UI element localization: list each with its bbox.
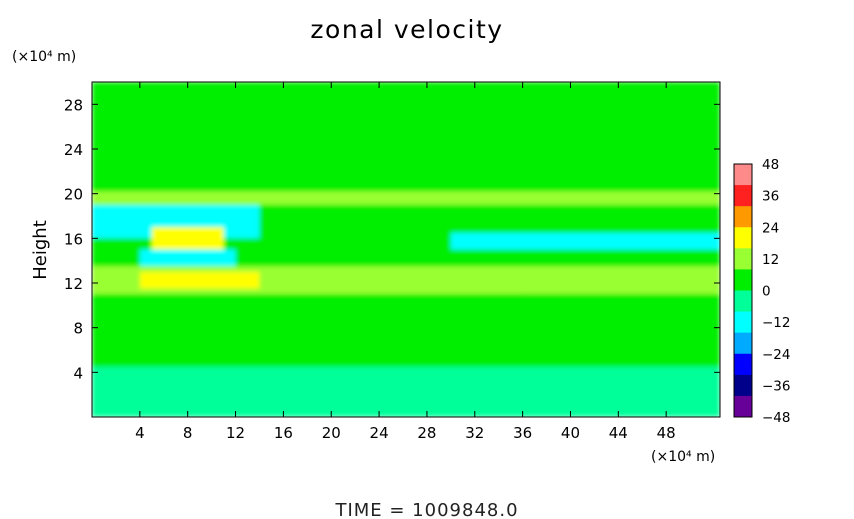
colorbar-frame — [733, 163, 753, 418]
colorbar-swatch-10 — [734, 374, 752, 397]
x-tick-label-32: 32 — [465, 424, 484, 442]
colorbar-label--12: −12 — [762, 315, 791, 331]
field-band-6 — [92, 249, 720, 267]
x-tick-label-8: 8 — [183, 424, 193, 442]
y-tick-label-16: 16 — [64, 230, 83, 248]
colorbar-swatch-4 — [734, 248, 752, 270]
colorbar-swatch-3 — [734, 227, 752, 249]
colorbar-swatch-9 — [734, 353, 752, 376]
x-tick-label-4: 4 — [135, 424, 145, 442]
y-axis-label: Height — [30, 220, 51, 280]
colorbar-label-24: 24 — [762, 220, 779, 236]
y-tick-label-8: 8 — [73, 320, 83, 338]
x-tick-label-48: 48 — [657, 424, 676, 442]
y-tick-label-20: 20 — [64, 186, 83, 204]
x-tick-label-20: 20 — [322, 424, 341, 442]
colorbar-swatch-0 — [734, 164, 752, 186]
x-tick-label-36: 36 — [513, 424, 532, 442]
field-band-10 — [522, 271, 720, 295]
x-axis-ticks: 4 8 12 16 20 24 28 32 36 40 44 48 — [135, 82, 676, 442]
x-tick-label-24: 24 — [370, 424, 389, 442]
field-band-1 — [92, 191, 720, 205]
y-tick-label-4: 4 — [73, 364, 83, 382]
field-band-13 — [92, 366, 720, 417]
field-band-5 — [151, 227, 224, 250]
colorbar-swatch-5 — [734, 269, 752, 291]
colorbar-label--36: −36 — [762, 378, 791, 394]
colorbar-label-36: 36 — [762, 189, 779, 205]
time-label: TIME = 1009848.0 — [334, 500, 518, 519]
y-tick-label-28: 28 — [64, 96, 83, 114]
colorbar-swatch-7 — [734, 311, 752, 334]
x-tick-label-16: 16 — [274, 424, 293, 442]
field-band-11 — [92, 294, 720, 328]
colorbar-label-12: 12 — [762, 252, 779, 268]
colorbar-swatch-11 — [734, 395, 752, 418]
chart-title: zonal velocity — [310, 15, 503, 44]
colorbar-swatch-8 — [734, 332, 752, 355]
x-tick-label-40: 40 — [561, 424, 580, 442]
colorbar-swatch-1 — [734, 185, 752, 207]
y-tick-label-12: 12 — [64, 275, 83, 293]
x-tick-label-12: 12 — [226, 424, 245, 442]
colorbar-label--48: −48 — [762, 410, 791, 426]
field-band-7 — [139, 249, 236, 267]
colorbar-label-48: 48 — [762, 157, 779, 173]
field-band-12 — [92, 327, 720, 362]
colorbar-label--24: −24 — [762, 347, 791, 363]
y-axis-ticks: 4 8 12 16 20 24 28 — [64, 96, 720, 382]
y-tick-label-24: 24 — [64, 141, 83, 159]
colorbar-swatch-2 — [734, 206, 752, 228]
x-tick-label-28: 28 — [417, 424, 436, 442]
x-tick-label-44: 44 — [609, 424, 628, 442]
y-axis-unit: (×10⁴ m) — [12, 49, 76, 65]
plot-frame — [91, 81, 721, 418]
field-band-9 — [139, 271, 260, 289]
colorbar-swatch-6 — [734, 290, 752, 312]
x-axis-unit: (×10⁴ m) — [651, 449, 715, 465]
colorbar-label-0: 0 — [762, 284, 771, 300]
field-band-4 — [450, 232, 720, 252]
velocity-field — [92, 82, 720, 417]
colorbar: 48 36 24 12 0 −12 −24 −36 −48 — [733, 157, 791, 426]
